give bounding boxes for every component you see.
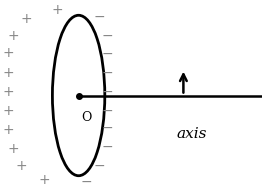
Text: −: − [102,104,113,118]
Text: +: + [52,2,63,17]
Text: −: − [102,85,113,99]
Text: +: + [2,123,14,137]
Text: +: + [7,29,19,43]
Text: −: − [102,46,113,61]
Text: +: + [7,142,19,156]
Text: O: O [81,111,92,124]
Text: −: − [94,10,105,24]
Text: −: − [102,121,113,135]
Text: −: − [102,29,113,43]
Text: axis: axis [176,127,206,141]
Text: −: − [94,159,105,173]
Text: +: + [2,104,14,118]
Text: +: + [2,46,14,61]
Text: +: + [2,85,14,99]
Text: −: − [102,140,113,154]
Text: +: + [15,159,27,173]
Text: −: − [81,174,92,189]
Text: +: + [39,172,50,187]
Text: +: + [20,12,32,26]
Text: −: − [102,66,113,80]
Text: +: + [2,66,14,80]
